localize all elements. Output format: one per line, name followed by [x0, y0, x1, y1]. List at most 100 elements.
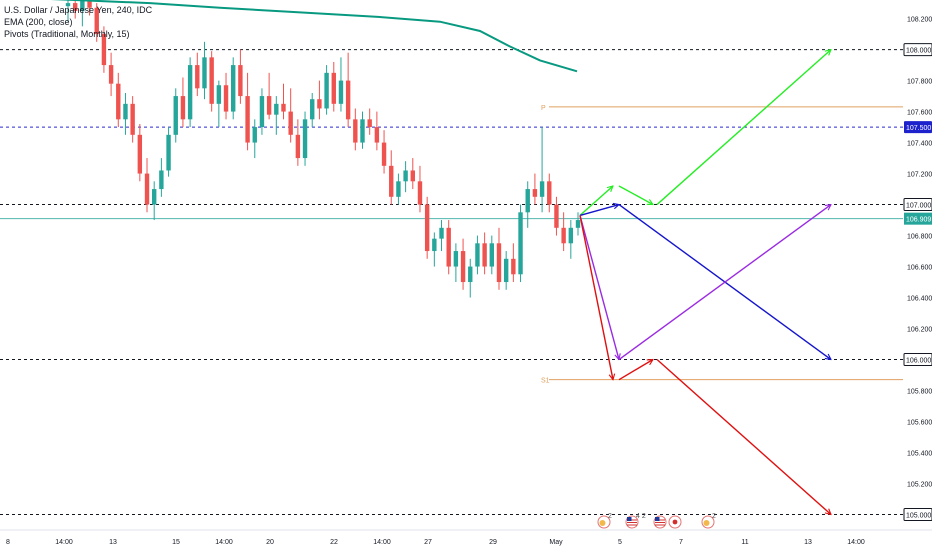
price-tick-label-4: 107.400 — [907, 141, 932, 148]
candle-body — [482, 243, 487, 267]
candle — [439, 220, 444, 252]
candle — [374, 111, 380, 151]
candle-body — [101, 34, 107, 66]
candle — [65, 0, 71, 22]
candle — [417, 165, 423, 213]
candle-body — [87, 0, 92, 8]
level-price-label-4: 105.000 — [906, 513, 931, 520]
candle — [166, 127, 171, 177]
candle — [238, 49, 243, 104]
candle-body — [252, 127, 257, 143]
time-tick-label-4: 14:00 — [215, 539, 233, 546]
candle — [338, 57, 344, 112]
candle-body — [238, 65, 243, 97]
purple-arrow-2 — [618, 205, 831, 361]
price-tick-label-7: 106.800 — [907, 234, 932, 241]
candle-body — [295, 134, 301, 159]
candle-body — [137, 134, 143, 174]
time-tick-label-2: 13 — [109, 539, 117, 546]
candle-body — [223, 85, 229, 112]
candle-body — [439, 227, 444, 239]
globe-icon[interactable]: 2 — [701, 513, 716, 529]
candle-body — [266, 96, 272, 115]
pivots-indicator-label[interactable]: Pivots (Traditional, Monthly, 15) — [4, 29, 130, 39]
us-flag-icon[interactable] — [653, 515, 667, 529]
level-price-badge-4 — [903, 508, 932, 522]
candle-body — [568, 227, 574, 244]
candle — [173, 88, 178, 143]
red-arrow-1 — [579, 215, 613, 379]
candle — [331, 61, 336, 112]
candle — [252, 119, 257, 159]
level-price-label-0: 108.000 — [906, 48, 931, 55]
candle — [72, 0, 78, 19]
candle-body — [209, 57, 214, 104]
candle-body — [80, 0, 85, 11]
candle-body — [310, 99, 315, 120]
candle — [209, 51, 214, 112]
price-tick-label-14: 105.400 — [907, 451, 932, 458]
candle-body — [317, 99, 322, 109]
candle-body — [65, 3, 71, 7]
jp-flag-icon[interactable] — [668, 515, 682, 529]
candle-body — [561, 227, 566, 244]
candle — [310, 92, 315, 128]
candle-body — [187, 65, 193, 120]
candle-body — [288, 111, 293, 135]
candle — [116, 72, 121, 128]
candle-body — [360, 119, 365, 143]
time-tick-label-13: 11 — [741, 539, 748, 546]
us-flag-canton — [627, 517, 632, 521]
candle-body — [302, 119, 308, 159]
jp-flag-dot — [672, 519, 678, 525]
candle — [503, 251, 509, 290]
candle — [389, 150, 394, 205]
candle — [123, 92, 128, 135]
candle — [403, 161, 408, 193]
candle-body — [331, 72, 336, 104]
candle — [295, 119, 301, 166]
candle — [381, 130, 387, 174]
candle-body — [180, 96, 186, 120]
candle — [525, 181, 530, 228]
candle — [144, 158, 150, 213]
candle — [345, 52, 351, 128]
candle — [187, 57, 193, 128]
candle-body — [123, 103, 128, 120]
candle-body — [496, 243, 502, 283]
candle-body — [475, 243, 480, 267]
price-tick-label-12: 105.800 — [907, 389, 932, 396]
ema-indicator-label[interactable]: EMA (200, close) — [4, 17, 73, 27]
time-tick-label-3: 15 — [172, 539, 180, 546]
candle — [94, 3, 99, 42]
candle-body — [575, 220, 581, 228]
candle-body — [460, 251, 466, 283]
candle — [575, 212, 581, 236]
candle-body — [554, 204, 559, 228]
candle — [245, 72, 250, 151]
candle-body — [108, 65, 114, 84]
candle — [281, 83, 286, 120]
globe-icon[interactable]: 2 — [597, 513, 612, 529]
candle — [180, 77, 186, 128]
candle — [151, 181, 157, 221]
candle — [547, 173, 552, 213]
candle — [317, 80, 322, 120]
time-tick-label-8: 27 — [424, 539, 432, 546]
level-price-badge-3 — [903, 353, 932, 367]
us-flag-canton — [655, 517, 660, 521]
current-price-badge — [904, 212, 932, 225]
us-flag-icon[interactable]: 4 2 — [625, 513, 646, 529]
candle-body — [532, 189, 538, 197]
candle-body — [159, 170, 164, 190]
time-tick-label-9: 29 — [489, 539, 497, 546]
candle — [424, 196, 430, 259]
candle-body — [353, 119, 358, 143]
candle-body — [453, 251, 459, 267]
red-arrow-2 — [618, 360, 653, 381]
globe-fill — [599, 520, 606, 526]
candle-body — [116, 83, 121, 120]
candle-body — [396, 181, 401, 197]
symbol-title: U.S. Dollar / Japanese Yen, 240, IDC — [4, 5, 153, 15]
